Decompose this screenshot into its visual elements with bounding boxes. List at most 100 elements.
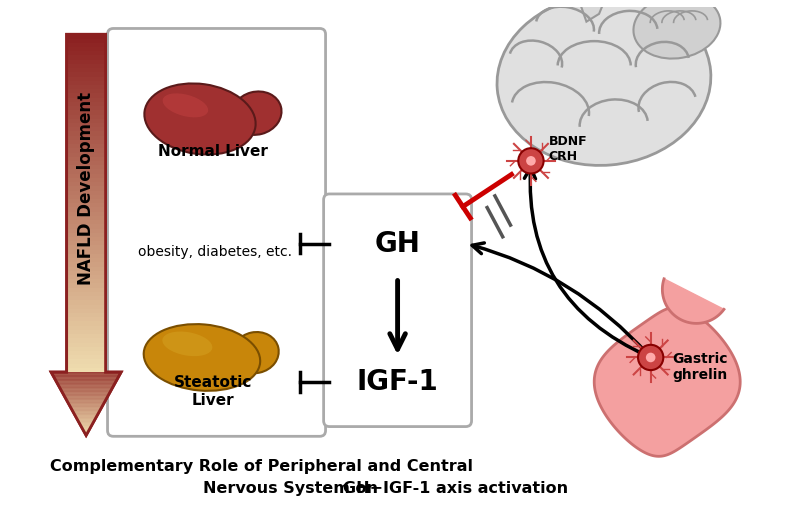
Polygon shape xyxy=(66,34,106,39)
Polygon shape xyxy=(66,110,106,114)
Polygon shape xyxy=(85,433,87,434)
Ellipse shape xyxy=(231,92,282,135)
Polygon shape xyxy=(66,39,106,43)
Circle shape xyxy=(646,352,655,363)
Polygon shape xyxy=(66,279,106,284)
Polygon shape xyxy=(66,165,106,170)
Polygon shape xyxy=(66,182,106,187)
Polygon shape xyxy=(66,131,106,136)
Polygon shape xyxy=(67,401,105,402)
Polygon shape xyxy=(66,325,106,330)
Polygon shape xyxy=(52,374,120,375)
Polygon shape xyxy=(76,417,96,418)
Polygon shape xyxy=(82,427,90,428)
Polygon shape xyxy=(66,161,106,165)
Ellipse shape xyxy=(144,324,260,391)
Polygon shape xyxy=(66,93,106,98)
Text: NAFLD Development: NAFLD Development xyxy=(77,92,95,285)
Polygon shape xyxy=(66,347,106,351)
Polygon shape xyxy=(66,114,106,119)
Polygon shape xyxy=(68,403,104,404)
Polygon shape xyxy=(84,432,88,433)
Polygon shape xyxy=(66,211,106,216)
Polygon shape xyxy=(66,60,106,64)
Circle shape xyxy=(518,148,543,173)
Polygon shape xyxy=(66,170,106,174)
Polygon shape xyxy=(66,241,106,245)
Polygon shape xyxy=(70,406,102,407)
Polygon shape xyxy=(58,383,115,384)
Polygon shape xyxy=(70,407,102,408)
Circle shape xyxy=(526,156,536,166)
Text: Nervous System on: Nervous System on xyxy=(203,481,383,497)
Circle shape xyxy=(638,345,663,370)
Polygon shape xyxy=(59,386,114,387)
Polygon shape xyxy=(66,98,106,102)
Polygon shape xyxy=(66,267,106,271)
FancyBboxPatch shape xyxy=(324,194,471,427)
Polygon shape xyxy=(66,119,106,123)
Polygon shape xyxy=(74,415,98,416)
Polygon shape xyxy=(66,157,106,161)
Polygon shape xyxy=(66,250,106,254)
Polygon shape xyxy=(66,368,106,372)
FancyArrowPatch shape xyxy=(472,243,649,356)
Polygon shape xyxy=(66,207,106,211)
Polygon shape xyxy=(66,89,106,93)
Polygon shape xyxy=(66,254,106,258)
Polygon shape xyxy=(66,228,106,233)
Polygon shape xyxy=(66,148,106,153)
Text: obesity, diabetes, etc.: obesity, diabetes, etc. xyxy=(138,245,291,259)
Text: Complementary Role of Peripheral and Central: Complementary Role of Peripheral and Cen… xyxy=(50,459,473,474)
Polygon shape xyxy=(66,72,106,76)
Polygon shape xyxy=(66,64,106,68)
Text: GH: GH xyxy=(374,229,421,258)
Polygon shape xyxy=(72,409,101,410)
Polygon shape xyxy=(66,187,106,190)
Polygon shape xyxy=(66,317,106,321)
Polygon shape xyxy=(66,51,106,56)
Polygon shape xyxy=(83,430,89,431)
Polygon shape xyxy=(80,424,92,425)
Polygon shape xyxy=(51,34,121,435)
Polygon shape xyxy=(54,378,118,379)
Polygon shape xyxy=(66,237,106,241)
Polygon shape xyxy=(66,271,106,275)
Ellipse shape xyxy=(634,0,721,59)
Polygon shape xyxy=(66,203,106,207)
Polygon shape xyxy=(84,431,88,432)
Polygon shape xyxy=(66,136,106,140)
Polygon shape xyxy=(57,382,115,383)
Polygon shape xyxy=(594,307,740,456)
Polygon shape xyxy=(64,395,109,396)
Polygon shape xyxy=(51,372,121,373)
Polygon shape xyxy=(662,279,724,323)
Polygon shape xyxy=(65,396,107,398)
Polygon shape xyxy=(78,421,94,422)
Polygon shape xyxy=(68,402,105,403)
Polygon shape xyxy=(66,43,106,47)
Polygon shape xyxy=(55,380,117,381)
Polygon shape xyxy=(75,416,97,417)
Text: GH−IGF-1 axis activation: GH−IGF-1 axis activation xyxy=(343,481,568,497)
Polygon shape xyxy=(66,81,106,85)
Polygon shape xyxy=(66,338,106,342)
Polygon shape xyxy=(66,258,106,262)
Ellipse shape xyxy=(162,332,212,356)
Polygon shape xyxy=(66,399,106,400)
Polygon shape xyxy=(66,199,106,203)
FancyArrowPatch shape xyxy=(525,167,648,356)
Polygon shape xyxy=(58,385,114,386)
Polygon shape xyxy=(66,245,106,250)
Polygon shape xyxy=(74,412,99,413)
Polygon shape xyxy=(82,428,90,429)
Polygon shape xyxy=(55,379,118,380)
Polygon shape xyxy=(70,408,102,409)
Polygon shape xyxy=(62,392,110,393)
Polygon shape xyxy=(66,106,106,110)
Polygon shape xyxy=(66,342,106,347)
Polygon shape xyxy=(66,140,106,144)
Polygon shape xyxy=(66,190,106,195)
Polygon shape xyxy=(54,377,118,378)
Text: IGF-1: IGF-1 xyxy=(357,368,438,396)
